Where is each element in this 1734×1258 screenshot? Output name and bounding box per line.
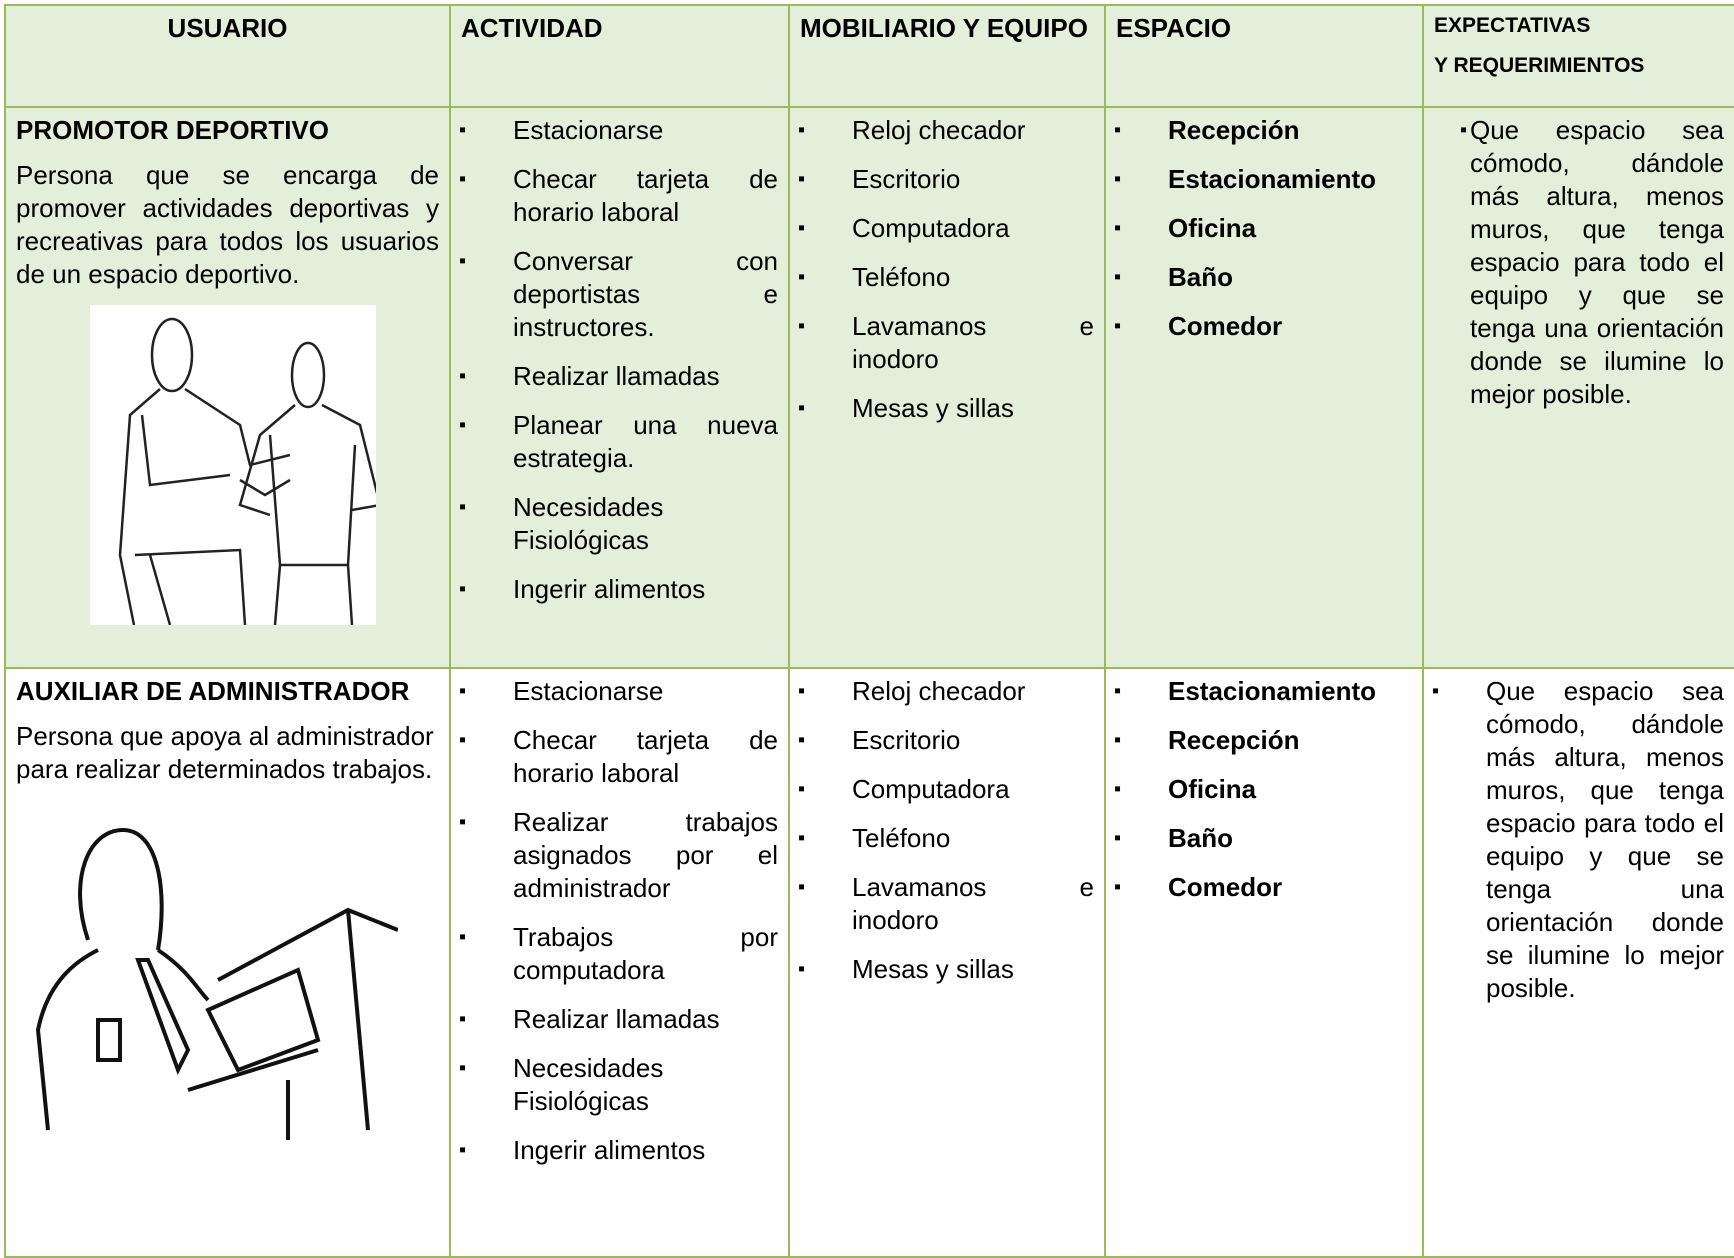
user-title: AUXILIAR DE ADMINISTRADOR bbox=[16, 676, 410, 706]
spaces-item: Estacionamiento bbox=[1114, 163, 1412, 196]
spaces-item: Baño bbox=[1114, 261, 1412, 294]
table-body: PROMOTOR DEPORTIVO Persona que se encarga… bbox=[4, 106, 1734, 1258]
expectations-item: Que espacio sea cómodo, dándole más altu… bbox=[1434, 114, 1724, 411]
furniture-item: Reloj checador bbox=[798, 675, 1094, 708]
user-cell: PROMOTOR DEPORTIVO Persona que se encarga… bbox=[4, 106, 451, 669]
activities-item: Planear una nueva estrategia. bbox=[459, 409, 778, 475]
header-text: ESPACIO bbox=[1116, 13, 1232, 43]
activities-item: Estacionarse bbox=[459, 675, 778, 708]
furniture-item: Escritorio bbox=[798, 724, 1094, 757]
expectations-item: Que espacio sea cómodo, dándole más altu… bbox=[1432, 675, 1724, 1005]
activities-item: Realizar trabajos asignados por el admin… bbox=[459, 806, 778, 905]
expectations-list: Que espacio sea cómodo, dándole más altu… bbox=[1434, 114, 1724, 411]
spaces-cell: Recepción Estacionamiento Oficina Baño Comed… bbox=[1104, 106, 1424, 669]
furniture-item: Teléfono bbox=[798, 822, 1094, 855]
spaces-item: Comedor bbox=[1114, 871, 1412, 904]
spaces-item: Recepción bbox=[1114, 114, 1412, 147]
activities-item: Realizar llamadas bbox=[459, 1003, 778, 1036]
spaces-item: Comedor bbox=[1114, 310, 1412, 343]
expectations-cell: Que espacio sea cómodo, dándole más altu… bbox=[1422, 106, 1734, 669]
header-text: MOBILIARIO Y EQUIPO bbox=[800, 13, 1088, 43]
activities-cell: Estacionarse Checar tarjeta de horario la… bbox=[449, 667, 790, 1258]
activities-cell: Estacionarse Checar tarjeta de horario la… bbox=[449, 106, 790, 669]
activities-item: Checar tarjeta de horario laboral bbox=[459, 724, 778, 790]
furniture-item: Reloj checador bbox=[798, 114, 1094, 147]
furniture-item: Mesas y sillas bbox=[798, 953, 1094, 986]
column-header: EXPECTATIVAS Y REQUERIMIENTOS bbox=[1422, 4, 1734, 108]
header-line: Y REQUERIMIENTOS bbox=[1434, 54, 1645, 77]
user-description: Persona que apoya al administrador para … bbox=[16, 721, 434, 784]
requirements-table: USUARIO ACTIVIDAD MOBILIARIO Y EQUIPO ESPAC… bbox=[4, 4, 1734, 1258]
expectations-cell: Que espacio sea cómodo, dándole más altu… bbox=[1422, 667, 1734, 1258]
activities-item: Conversar con deportistas e instructores… bbox=[459, 245, 778, 344]
table-row: AUXILIAR DE ADMINISTRADOR Persona que apo… bbox=[4, 667, 1734, 1258]
column-header: ESPACIO bbox=[1104, 4, 1424, 108]
activities-list: Estacionarse Checar tarjeta de horario la… bbox=[459, 675, 778, 1167]
furniture-item: Lavamanos e inodoro bbox=[798, 871, 1094, 937]
spaces-item: Baño bbox=[1114, 822, 1412, 855]
furniture-item: Computadora bbox=[798, 212, 1094, 245]
header-text: ACTIVIDAD bbox=[461, 13, 603, 43]
spaces-item: Oficina bbox=[1114, 212, 1412, 245]
activities-item: Checar tarjeta de horario laboral bbox=[459, 163, 778, 229]
sketch-promotor bbox=[90, 305, 376, 625]
activities-list: Estacionarse Checar tarjeta de horario la… bbox=[459, 114, 778, 606]
activities-item: Necesidades Fisiológicas bbox=[459, 1052, 778, 1118]
activities-item: Trabajos por computadora bbox=[459, 921, 778, 987]
activities-item: Ingerir alimentos bbox=[459, 573, 778, 606]
activities-item: Necesidades Fisiológicas bbox=[459, 491, 778, 557]
furniture-item: Computadora bbox=[798, 773, 1094, 806]
column-header: ACTIVIDAD bbox=[449, 4, 790, 108]
furniture-list: Reloj checador Escritorio Computadora Teléf… bbox=[798, 675, 1094, 986]
activities-item: Realizar llamadas bbox=[459, 360, 778, 393]
sketch-auxiliar bbox=[35, 827, 398, 1140]
user-description: Persona que se encarga de promover activ… bbox=[16, 160, 439, 289]
table-row: PROMOTOR DEPORTIVO Persona que se encarga… bbox=[4, 106, 1734, 669]
spaces-item: Oficina bbox=[1114, 773, 1412, 806]
activities-item: Estacionarse bbox=[459, 114, 778, 147]
column-header: USUARIO bbox=[4, 4, 451, 108]
spaces-list: Recepción Estacionamiento Oficina Baño Comed… bbox=[1114, 114, 1412, 343]
furniture-cell: Reloj checador Escritorio Computadora Teléf… bbox=[788, 667, 1106, 1258]
expectations-list: Que espacio sea cómodo, dándole más altu… bbox=[1432, 675, 1724, 1005]
header-text: USUARIO bbox=[167, 13, 288, 43]
user-title: PROMOTOR DEPORTIVO bbox=[16, 115, 329, 145]
spaces-item: Estacionamiento bbox=[1114, 675, 1412, 708]
furniture-item: Mesas y sillas bbox=[798, 392, 1094, 425]
furniture-item: Teléfono bbox=[798, 261, 1094, 294]
furniture-cell: Reloj checador Escritorio Computadora Teléf… bbox=[788, 106, 1106, 669]
spaces-cell: Estacionamiento Recepción Oficina Baño Comed… bbox=[1104, 667, 1424, 1258]
column-header: MOBILIARIO Y EQUIPO bbox=[788, 4, 1106, 108]
furniture-item: Escritorio bbox=[798, 163, 1094, 196]
activities-item: Ingerir alimentos bbox=[459, 1134, 778, 1167]
furniture-list: Reloj checador Escritorio Computadora Teléf… bbox=[798, 114, 1094, 425]
header-line: EXPECTATIVAS bbox=[1434, 14, 1591, 37]
spaces-item: Recepción bbox=[1114, 724, 1412, 757]
user-cell: AUXILIAR DE ADMINISTRADOR Persona que apo… bbox=[4, 667, 451, 1258]
furniture-item: Lavamanos e inodoro bbox=[798, 310, 1094, 376]
header-row: USUARIO ACTIVIDAD MOBILIARIO Y EQUIPO ESPAC… bbox=[4, 4, 1734, 108]
spaces-list: Estacionamiento Recepción Oficina Baño Comed… bbox=[1114, 675, 1412, 904]
